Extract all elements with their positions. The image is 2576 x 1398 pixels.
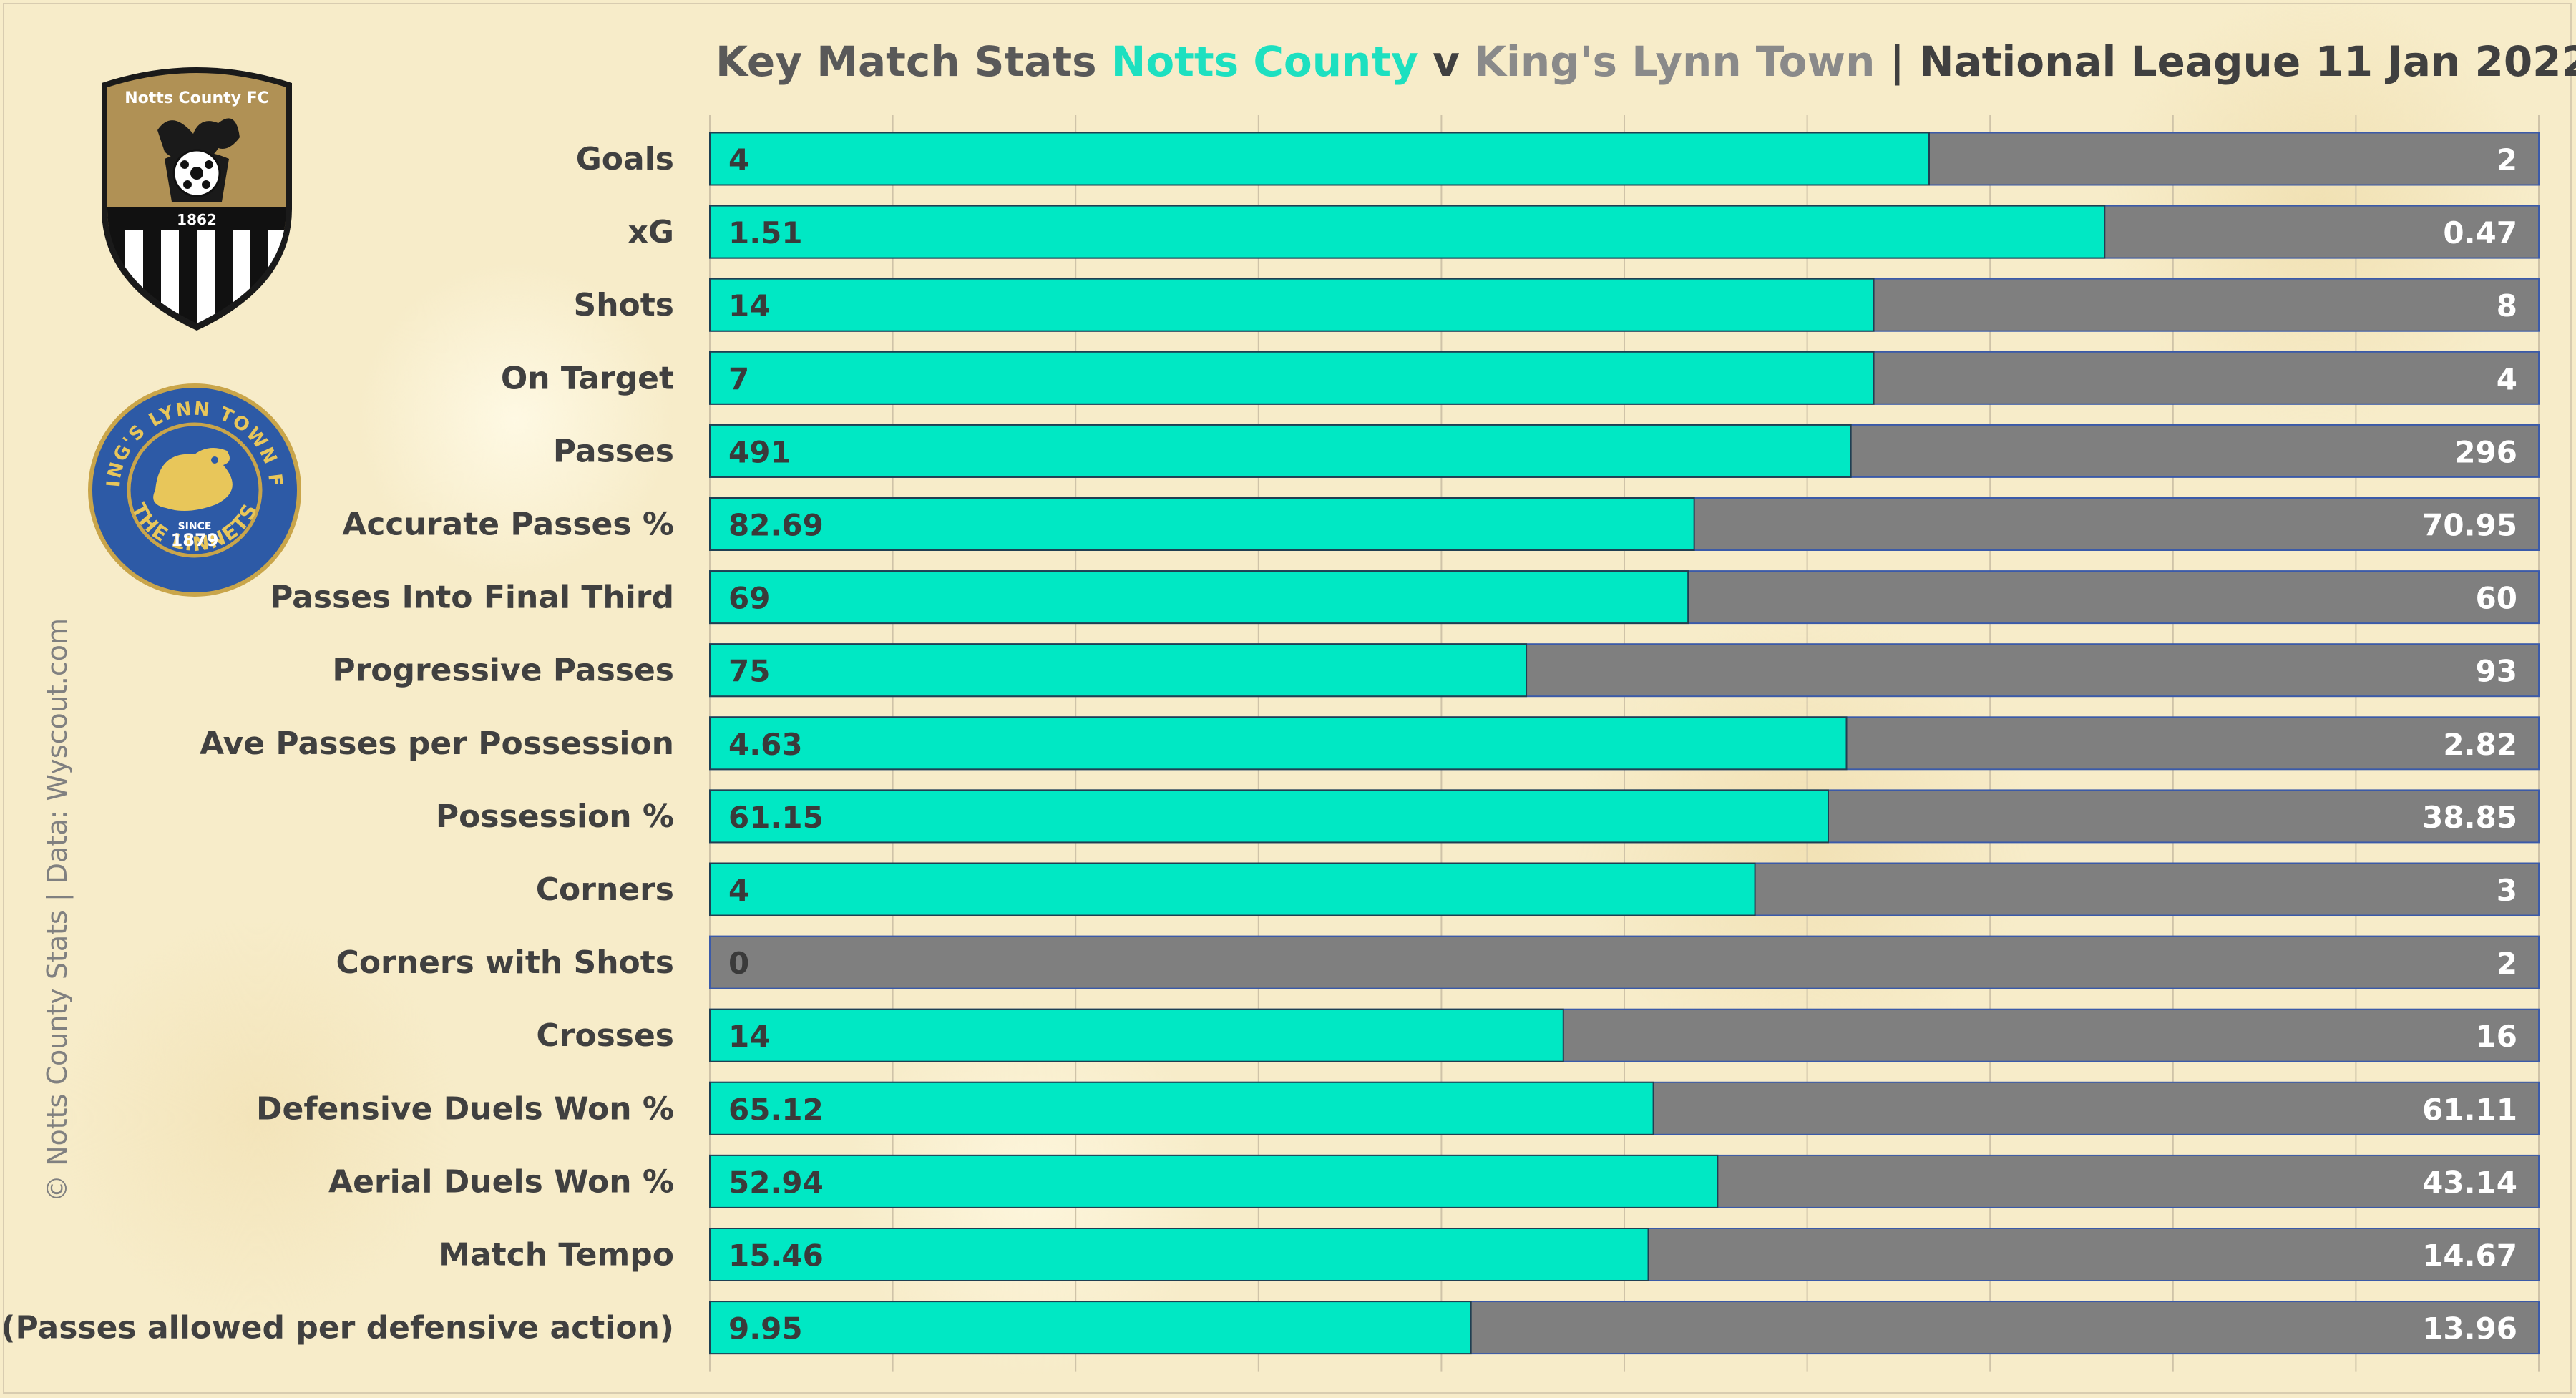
home-value-label: 4.63	[728, 727, 803, 762]
away-value-label: 14.67	[2422, 1238, 2517, 1274]
away-value-label: 2.82	[2443, 727, 2517, 762]
notts-logo-text: Notts County FC	[125, 89, 269, 107]
notts-logo-year: 1862	[177, 211, 217, 228]
bar-home	[709, 862, 1756, 916]
kings-lynn-logo: KING'S LYNN TOWN FC THE LINNETS SINCE 18…	[87, 383, 301, 597]
away-value-label: 0.47	[2443, 215, 2517, 250]
category-label: Defensive Duels Won %	[256, 1090, 674, 1127]
home-value-label: 491	[728, 434, 791, 469]
home-value-label: 69	[728, 581, 770, 616]
bar-home	[709, 132, 1930, 186]
category-label: Shots	[574, 287, 674, 323]
home-value-label: 65.12	[728, 1092, 824, 1127]
bar-home	[709, 1301, 1472, 1355]
home-value-label: 4	[728, 873, 749, 908]
away-value-label: 8	[2497, 288, 2517, 323]
category-label: Passes	[553, 433, 674, 469]
category-label: Crosses	[536, 1017, 674, 1054]
bar-home	[709, 351, 1875, 405]
bar-home	[709, 1228, 1649, 1281]
home-value-label: 1.51	[728, 215, 803, 250]
home-value-label: 14	[728, 1019, 770, 1054]
category-label: PPDA (Passes allowed per defensive actio…	[0, 1310, 674, 1346]
category-label: Corners	[536, 871, 674, 908]
away-value-label: 2	[2497, 946, 2517, 981]
away-value-label: 4	[2497, 361, 2517, 396]
away-value-label: 70.95	[2422, 508, 2517, 543]
away-value-label: 16	[2476, 1019, 2517, 1054]
bar-home	[709, 205, 2106, 259]
category-label: Passes Into Final Third	[270, 580, 674, 616]
chart-title: Key Match Stats Notts County v King's Ly…	[716, 33, 2576, 90]
away-value-label: 93	[2476, 654, 2517, 689]
away-value-label: 2	[2497, 142, 2517, 177]
home-value-label: 61.15	[728, 800, 824, 835]
home-value-label: 7	[728, 361, 749, 396]
away-value-label: 3	[2497, 873, 2517, 908]
bar-home	[709, 1081, 1654, 1135]
home-value-label: 52.94	[728, 1165, 824, 1200]
category-label: Ave Passes per Possession	[200, 725, 674, 762]
home-value-label: 75	[728, 654, 770, 689]
home-value-label: 82.69	[728, 508, 824, 543]
home-value-label: 4	[728, 142, 749, 177]
category-label: On Target	[501, 360, 674, 396]
bar-home	[709, 424, 1852, 478]
home-value-label: 14	[728, 288, 770, 323]
title-prefix: Key Match Stats	[716, 37, 1111, 86]
away-value-label: 296	[2454, 434, 2517, 469]
category-label: xG	[628, 214, 675, 250]
notts-county-logo: Notts County FC 1862	[102, 67, 292, 331]
kings-lynn-year: 1879	[171, 530, 219, 550]
category-label: Match Tempo	[439, 1237, 674, 1274]
away-value-label: 43.14	[2422, 1165, 2517, 1200]
title-suffix: | National League 11 Jan 2022	[1875, 37, 2576, 86]
away-value-label: 61.11	[2422, 1092, 2517, 1127]
title-away-team: King's Lynn Town	[1474, 37, 1875, 86]
bar-home	[709, 570, 1689, 625]
title-vs: v	[1418, 37, 1475, 86]
category-label: Accurate Passes %	[342, 507, 674, 543]
away-value-label: 60	[2476, 581, 2517, 616]
bar-home	[709, 789, 1829, 844]
category-label: Progressive Passes	[332, 652, 674, 689]
bar-home	[709, 643, 1528, 698]
kings-lynn-since: SINCE	[178, 521, 212, 532]
home-value-label: 9.95	[728, 1311, 803, 1346]
away-value-label: 38.85	[2422, 800, 2517, 835]
category-label: Aerial Duels Won %	[328, 1163, 674, 1200]
chart-frame	[3, 3, 2572, 1394]
away-value-label: 13.96	[2422, 1311, 2517, 1346]
title-home-team: Notts County	[1111, 37, 1418, 86]
home-value-label: 15.46	[728, 1238, 824, 1274]
bar-away	[709, 935, 2540, 989]
bar-home	[709, 497, 1695, 551]
category-label: Possession %	[436, 798, 674, 835]
bar-home	[709, 278, 1875, 332]
bar-home	[709, 1154, 1719, 1208]
bar-home	[709, 716, 1848, 771]
category-label: Corners with Shots	[336, 944, 674, 981]
category-label: Goals	[576, 141, 674, 177]
bar-home	[709, 1008, 1564, 1062]
home-value-label: 0	[728, 946, 749, 981]
